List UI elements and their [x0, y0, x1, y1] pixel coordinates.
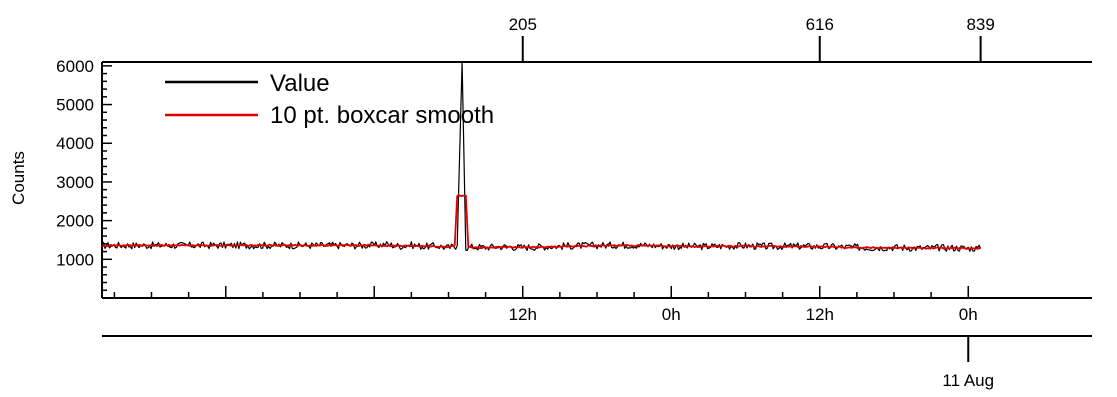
- series-line-value: [101, 61, 982, 252]
- y-tick-label: 6000: [56, 57, 94, 76]
- top-axis-tick-label: 205: [509, 15, 537, 34]
- top-axis-tick-label: 616: [806, 15, 834, 34]
- y-tick-label: 4000: [56, 134, 94, 153]
- x-axis-ticks: 12h 0h 12h 0h: [113, 286, 978, 324]
- y-tick-label: 3000: [56, 173, 94, 192]
- legend-item-value: Value: [165, 70, 330, 97]
- y-axis-label: Counts: [9, 151, 28, 205]
- x-tick-label: 0h: [959, 305, 978, 324]
- series-line-smooth: [102, 194, 981, 250]
- plot-area: [101, 61, 982, 252]
- date-axis: 11 Aug: [102, 335, 1092, 390]
- x-tick-label: 12h: [806, 305, 834, 324]
- top-axis-ticks: 205 616 839: [509, 15, 995, 62]
- y-tick-label: 1000: [56, 250, 94, 269]
- legend-label-smooth: 10 pt. boxcar smooth: [270, 102, 494, 129]
- legend: Value 10 pt. boxcar smooth: [165, 70, 494, 129]
- y-tick-label: 2000: [56, 212, 94, 231]
- date-axis-tick-label: 11 Aug: [942, 371, 994, 390]
- y-axis-ticks: 1000 2000 3000 4000 5000 6000: [56, 57, 112, 299]
- y-tick-label: 5000: [56, 96, 94, 115]
- top-axis-tick-label: 839: [966, 15, 994, 34]
- y-axis: 1000 2000 3000 4000 5000 6000 Counts: [9, 57, 112, 299]
- legend-label-value: Value: [270, 70, 330, 97]
- x-tick-label: 0h: [662, 305, 681, 324]
- x-tick-label: 12h: [509, 305, 537, 324]
- date-axis-ticks: 11 Aug: [942, 336, 994, 390]
- x-axis: 12h 0h 12h 0h: [102, 286, 1092, 324]
- legend-item-smooth: 10 pt. boxcar smooth: [165, 102, 494, 129]
- top-axis: 205 616 839: [102, 15, 1092, 63]
